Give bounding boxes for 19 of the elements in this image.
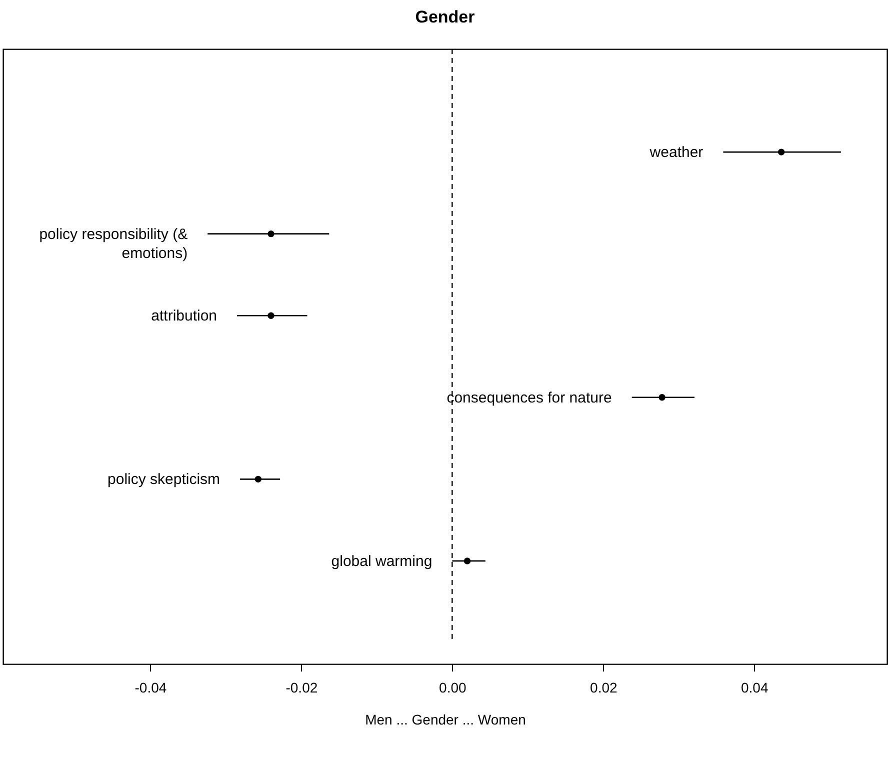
x-tick-label: -0.02	[286, 680, 318, 696]
y-tick-label: policy skepticism	[108, 471, 220, 488]
point	[254, 476, 262, 483]
x-axis-title: Men ... Gender ... Women	[365, 712, 526, 728]
x-tick-label: 0.04	[741, 680, 768, 696]
point	[778, 148, 785, 156]
chart-title: Gender	[415, 7, 476, 26]
y-tick-label: consequences for nature	[446, 389, 612, 406]
y-tick-label: attribution	[151, 308, 218, 325]
point	[268, 312, 274, 319]
x-tick-label: 0.00	[439, 680, 467, 696]
point	[658, 394, 666, 401]
point	[268, 230, 274, 238]
y-tick-label: weather	[648, 144, 704, 162]
x-tick-label: 0.02	[590, 680, 618, 696]
y-tick-label: policy responsibility (& emotions)	[39, 226, 188, 262]
point	[464, 558, 471, 564]
y-tick-label: global warming	[331, 552, 432, 570]
x-tick-label: -0.04	[134, 680, 167, 696]
